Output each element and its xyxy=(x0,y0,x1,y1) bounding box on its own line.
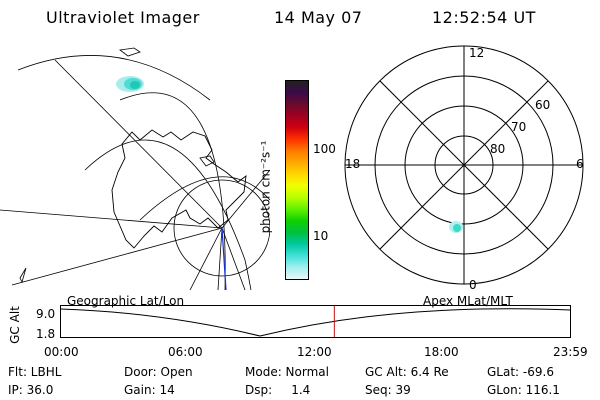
geo-lat-arc xyxy=(17,55,211,101)
instrument-title: Ultraviolet Imager xyxy=(46,8,200,27)
geo-meridian xyxy=(11,227,223,286)
geo-lat-arc xyxy=(119,92,226,290)
geo-lat-arc xyxy=(84,139,252,290)
info-seq: Seq: 39 xyxy=(365,383,411,397)
gc-alt-min-label: 1.8 xyxy=(36,327,56,341)
coastline-fragment xyxy=(19,267,27,284)
geographic-map xyxy=(0,47,270,290)
colorbar xyxy=(285,80,309,280)
info-glat: GLat: -69.6 xyxy=(487,365,554,379)
colorbar-tick-10: 10 xyxy=(313,229,329,243)
satellite-meridian-line xyxy=(221,227,227,290)
geo-meridian xyxy=(221,169,270,229)
observation-time: 12:52:54 UT xyxy=(432,8,536,27)
timeline-frame xyxy=(60,305,571,338)
info-filter: Flt: LBHL xyxy=(8,365,62,379)
time-tick-1200: 12:00 xyxy=(297,345,332,359)
geo-meridian xyxy=(0,209,223,229)
info-glon: GLon: 116.1 xyxy=(487,383,560,397)
coastline-island xyxy=(199,155,215,167)
antarctic-coastline xyxy=(111,129,247,249)
geo-pole-circle xyxy=(173,179,270,277)
gc-alt-axis-label: GC Alt xyxy=(7,306,22,344)
geo-meridian xyxy=(217,227,223,290)
altitude-curve xyxy=(60,308,571,337)
mlt-label-0: 0 xyxy=(469,278,477,292)
gc-alt-max-label: 9.0 xyxy=(36,307,56,321)
geo-meridian xyxy=(221,227,246,290)
observation-date: 14 May 07 xyxy=(274,8,363,27)
timeline-left-label: Geographic Lat/Lon xyxy=(67,294,185,308)
time-tick-1800: 18:00 xyxy=(424,345,459,359)
geo-lat-arc xyxy=(139,176,270,221)
colorbar-unit-label: photon cm⁻²s⁻¹ xyxy=(258,140,273,234)
polar-aurora-blob xyxy=(449,221,463,233)
info-ip: IP: 36.0 xyxy=(8,383,54,397)
polar-axis-diagonal xyxy=(379,80,549,250)
altitude-timeline xyxy=(60,305,571,338)
mlat-label-60: 60 xyxy=(535,98,551,112)
info-dsp: Dsp: 1.4 xyxy=(245,383,311,397)
geo-meridian xyxy=(54,59,223,229)
coastline-fragment xyxy=(118,47,141,57)
info-door: Door: Open xyxy=(124,365,193,379)
aurora-emission-blob xyxy=(116,76,144,92)
info-gain: Gain: 14 xyxy=(124,383,175,397)
info-gc-alt: GC Alt: 6.4 Re xyxy=(365,365,449,379)
mlt-label-6: 6 xyxy=(576,157,584,171)
geo-meridian xyxy=(189,227,223,290)
time-tick-2359: 23:59 xyxy=(553,345,588,359)
colorbar-tick-100: 100 xyxy=(313,142,336,156)
timeline-right-label: Apex MLat/MLT xyxy=(423,294,513,308)
info-mode: Mode: Normal xyxy=(245,365,329,379)
mlat-label-70: 70 xyxy=(511,120,527,134)
mlt-label-18: 18 xyxy=(345,157,361,171)
polar-mlt-plot xyxy=(344,45,584,285)
time-tick-0000: 00:00 xyxy=(44,345,79,359)
mlat-label-80: 80 xyxy=(490,142,506,156)
mlt-label-12: 12 xyxy=(469,46,485,60)
time-tick-0600: 06:00 xyxy=(168,345,203,359)
